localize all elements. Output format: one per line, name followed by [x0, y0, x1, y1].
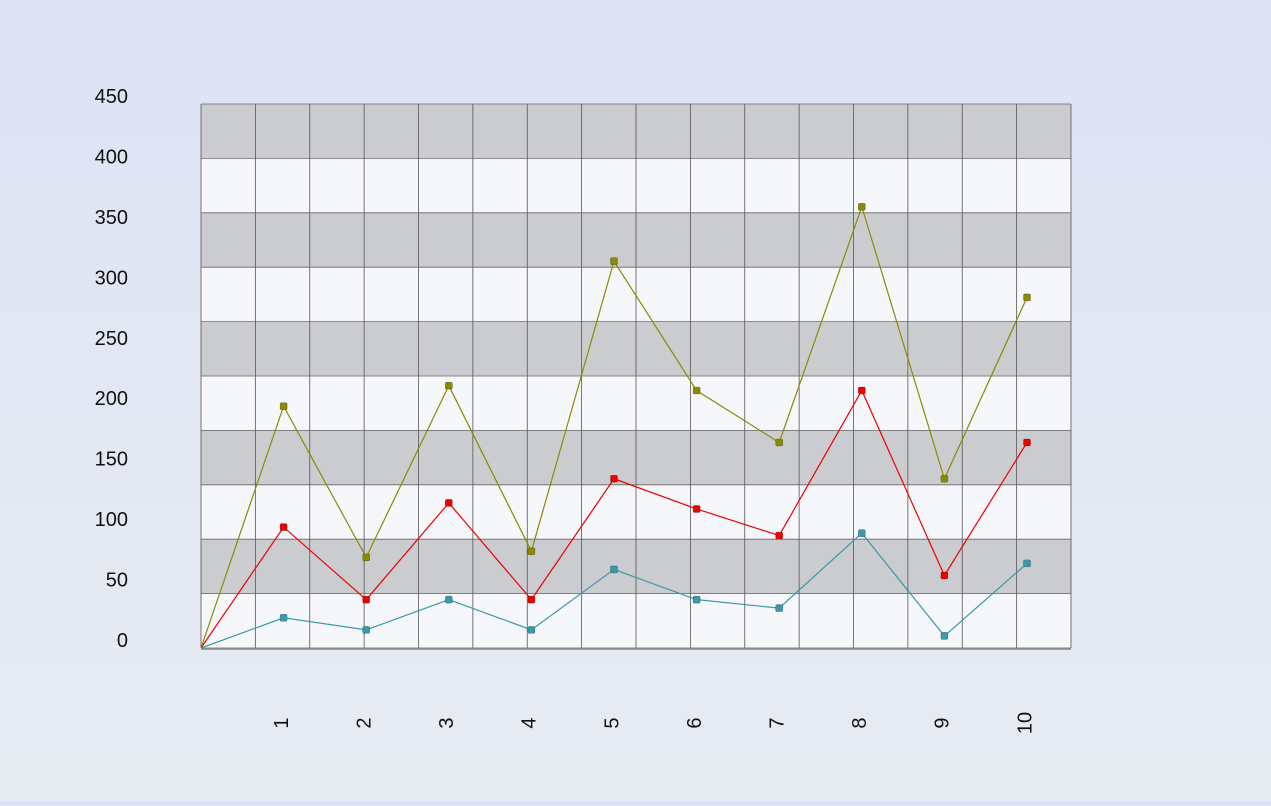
data-point	[527, 547, 536, 556]
data-point	[1023, 559, 1031, 568]
data-point	[362, 553, 371, 562]
data-point	[692, 595, 701, 604]
data-point	[362, 595, 371, 604]
y-tick-label: 350	[95, 207, 128, 229]
data-point	[444, 381, 453, 390]
series-3	[200, 529, 1031, 649]
y-tick-label: 400	[95, 146, 128, 168]
x-tick-label: 6	[684, 717, 706, 728]
data-point	[940, 632, 949, 640]
data-point	[1023, 438, 1031, 447]
data-point	[527, 595, 536, 604]
data-point	[692, 386, 701, 395]
y-tick-label: 450	[95, 86, 128, 108]
data-point	[775, 438, 784, 447]
series-1	[200, 202, 1031, 649]
data-point	[610, 565, 618, 574]
x-tick-label: 2	[353, 717, 375, 728]
x-tick-label: 7	[766, 717, 788, 728]
data-point	[940, 474, 949, 483]
x-tick-label: 4	[519, 717, 541, 728]
data-point	[444, 595, 453, 604]
series-2	[200, 386, 1031, 649]
grid-lines	[200, 103, 1072, 649]
data-point	[444, 499, 453, 507]
y-tick-label: 150	[95, 449, 128, 471]
data-point	[362, 626, 371, 634]
y-tick-label: 300	[95, 267, 128, 289]
data-point	[692, 505, 701, 513]
x-tick-label: 3	[436, 717, 458, 728]
data-point	[610, 257, 618, 265]
data-point	[775, 604, 784, 612]
x-tick-label: 10	[1014, 712, 1036, 734]
data-point	[610, 474, 618, 483]
x-tick-label: 9	[932, 717, 954, 728]
y-tick-label: 100	[95, 509, 128, 531]
y-tick-label: 0	[117, 630, 128, 652]
data-point	[1023, 293, 1031, 302]
data-point	[279, 613, 288, 622]
data-point	[857, 529, 866, 537]
x-tick-label: 5	[601, 717, 623, 728]
y-tick-label: 250	[95, 328, 128, 350]
data-point	[857, 386, 866, 395]
data-point	[279, 402, 288, 411]
x-tick-label: 1	[271, 717, 293, 728]
x-tick-label: 8	[849, 717, 871, 728]
data-point	[857, 202, 866, 211]
data-point	[279, 523, 288, 531]
data-point	[940, 571, 949, 580]
data-point	[527, 626, 536, 634]
y-tick-label: 50	[106, 570, 128, 592]
y-tick-label: 200	[95, 388, 128, 410]
data-point	[775, 531, 784, 540]
